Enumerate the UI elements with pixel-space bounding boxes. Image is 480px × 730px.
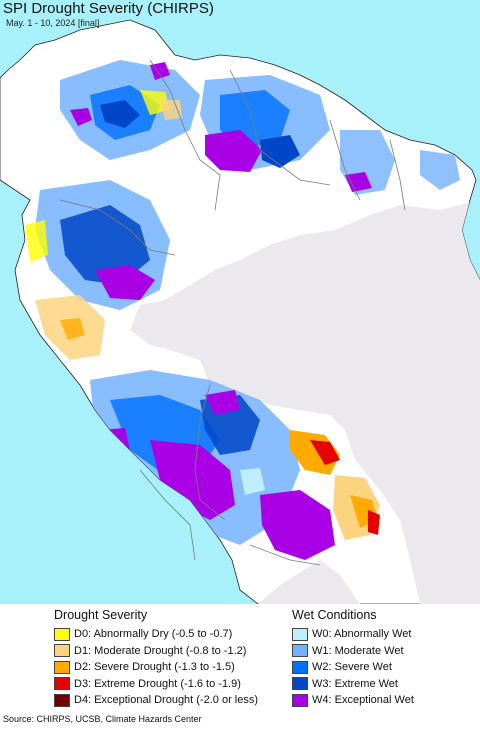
swatch-d3 xyxy=(54,677,70,691)
legend-item-w1: W1: Moderate Wet xyxy=(292,643,414,660)
swatch-w3 xyxy=(292,677,308,691)
legend-label-d4: D4: Exceptional Drought (-2.0 or less) xyxy=(74,694,259,707)
legend-label-d0: D0: Abnormally Dry (-0.5 to -0.7) xyxy=(74,628,233,641)
legend-item-w4: W4: Exceptional Wet xyxy=(292,692,414,709)
source-credit: Source: CHIRPS, UCSB, Climate Hazards Ce… xyxy=(3,714,202,724)
legend-label-w2: W2: Severe Wet xyxy=(312,661,392,674)
swatch-w0 xyxy=(292,627,308,641)
wet-legend-heading: Wet Conditions xyxy=(292,608,377,622)
swatch-w2 xyxy=(292,660,308,674)
legend-label-w0: W0: Abnormally Wet xyxy=(312,628,412,641)
swatch-d4 xyxy=(54,693,70,707)
legend-label-w3: W3: Extreme Wet xyxy=(312,677,398,690)
legend-item-w3: W3: Extreme Wet xyxy=(292,676,414,693)
legend-item-d3: D3: Extreme Drought (-1.6 to -1.9) xyxy=(54,676,258,693)
legend-label-d2: D2: Severe Drought (-1.3 to -1.5) xyxy=(74,661,235,674)
outside-domain-south xyxy=(258,560,360,604)
outside-domain-brazil xyxy=(130,200,480,604)
legend-item-w2: W2: Severe Wet xyxy=(292,659,414,676)
legend-item-d4: D4: Exceptional Drought (-2.0 or less) xyxy=(54,692,258,709)
swatch-w4 xyxy=(292,693,308,707)
swatch-d2 xyxy=(54,660,70,674)
drought-legend: Drought Severity D0: Abnormally Dry (-0.… xyxy=(54,608,258,709)
legend-label-w1: W1: Moderate Wet xyxy=(312,644,404,657)
wet-legend: Wet Conditions W0: Abnormally Wet W1: Mo… xyxy=(292,608,414,709)
legend-item-d1: D1: Moderate Drought (-0.8 to -1.2) xyxy=(54,643,258,660)
drought-legend-heading: Drought Severity xyxy=(54,608,148,622)
legend-item-w0: W0: Abnormally Wet xyxy=(292,626,414,643)
swatch-w1 xyxy=(292,644,308,658)
country-borders xyxy=(59,59,406,566)
map-title: SPI Drought Severity (CHIRPS) xyxy=(3,0,214,17)
legend-item-d0: D0: Abnormally Dry (-0.5 to -0.7) xyxy=(54,626,258,643)
legend-label-w4: W4: Exceptional Wet xyxy=(312,694,414,707)
drought-map xyxy=(0,0,480,604)
legend-item-d2: D2: Severe Drought (-1.3 to -1.5) xyxy=(54,659,258,676)
swatch-d1 xyxy=(54,644,70,658)
swatch-d0 xyxy=(54,627,70,641)
legend-label-d3: D3: Extreme Drought (-1.6 to -1.9) xyxy=(74,677,241,690)
legend-label-d1: D1: Moderate Drought (-0.8 to -1.2) xyxy=(74,644,247,657)
map-subtitle: May. 1 - 10, 2024 [final] xyxy=(6,18,100,28)
